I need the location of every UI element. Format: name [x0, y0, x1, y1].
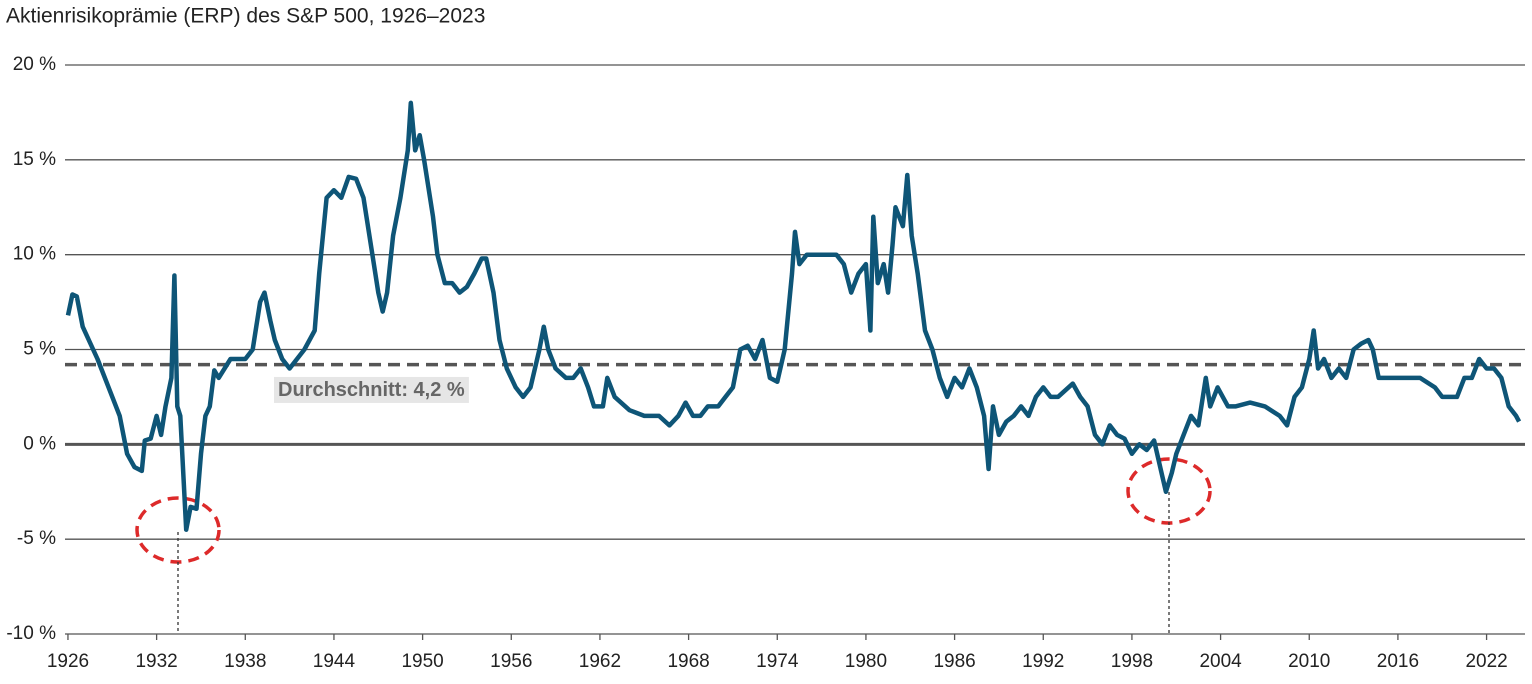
y-tick-label: 5 %	[23, 339, 56, 360]
axes: -10 % -5 % 0 % 5 % 10 % 15 % 20 % 1926 1932 1938 1…	[6, 54, 1525, 672]
x-tick-label: 1950	[401, 651, 443, 672]
average-label-bg	[274, 376, 469, 403]
y-tick-label: 15 %	[13, 149, 56, 170]
x-tick-label: 1932	[135, 651, 177, 672]
y-tick-label: 20 %	[13, 54, 56, 75]
x-tick-label: 1968	[667, 651, 709, 672]
x-tick-label: 1926	[47, 651, 89, 672]
x-tick-label: 1962	[579, 651, 621, 672]
x-tick-label: 2022	[1465, 651, 1507, 672]
chart-title: Aktienrisikoprämie (ERP) des S&P 500, 19…	[6, 5, 485, 28]
data-line	[65, 100, 1522, 532]
x-tick-label: 1974	[756, 651, 799, 672]
average-label: Durchschnitt: 4,2 %	[278, 379, 465, 401]
y-tick-label: 10 %	[13, 244, 56, 265]
x-tick-label: 2016	[1377, 651, 1419, 672]
x-tick-label: 1986	[933, 651, 975, 672]
y-tick-label: -5 %	[17, 528, 56, 549]
x-tick-label: 1956	[490, 651, 532, 672]
x-tick-label: 2004	[1199, 651, 1242, 672]
highlight-ellipse	[1126, 457, 1212, 525]
annotation-circles	[135, 457, 1212, 634]
x-tick-label: 1938	[224, 651, 266, 672]
x-tick-label: 1998	[1111, 651, 1153, 672]
x-tick-label: 1992	[1022, 651, 1064, 672]
y-tick-label: 0 %	[23, 433, 56, 454]
x-tick-label: 1980	[845, 651, 887, 672]
x-tick-label: 2010	[1288, 651, 1330, 672]
x-tick-label: 1944	[313, 651, 356, 672]
y-tick-label: -10 %	[6, 623, 56, 644]
